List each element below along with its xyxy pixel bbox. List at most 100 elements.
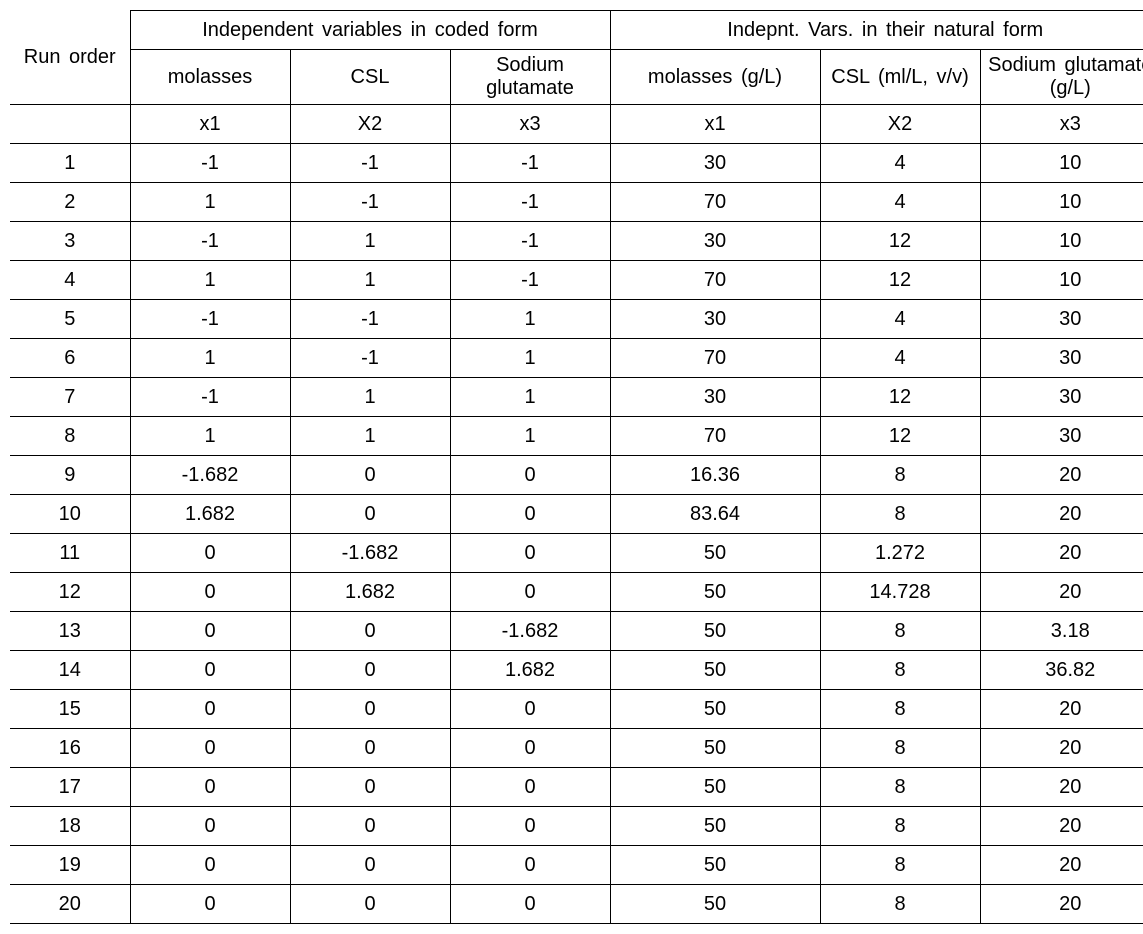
cell-n3: 20	[980, 885, 1143, 924]
cell-n2: 8	[820, 885, 980, 924]
cell-n2: 4	[820, 183, 980, 222]
cell-n1: 70	[610, 417, 820, 456]
table-row: 2000050820	[10, 885, 1143, 924]
cell-n1: 50	[610, 651, 820, 690]
header-natural-sodium: Sodium glutamate (g/L)	[980, 50, 1143, 105]
cell-run: 8	[10, 417, 130, 456]
header-natural-group: Indepnt. Vars. in their natural form	[610, 11, 1143, 50]
cell-run: 7	[10, 378, 130, 417]
cell-c3: 0	[450, 573, 610, 612]
table-row: 3-11-1301210	[10, 222, 1143, 261]
header-run-order: Run order	[10, 11, 130, 105]
cell-c2: 1.682	[290, 573, 450, 612]
table-row: 8111701230	[10, 417, 1143, 456]
cell-c2: 0	[290, 612, 450, 651]
table-row: 14001.68250836.82	[10, 651, 1143, 690]
cell-c3: -1	[450, 144, 610, 183]
cell-n3: 20	[980, 456, 1143, 495]
cell-run: 20	[10, 885, 130, 924]
cell-n3: 20	[980, 846, 1143, 885]
header-coded-sodium: Sodium glutamate	[450, 50, 610, 105]
cell-n2: 8	[820, 768, 980, 807]
cell-c3: 1	[450, 378, 610, 417]
table-row: 9-1.6820016.36820	[10, 456, 1143, 495]
cell-c3: 1	[450, 339, 610, 378]
cell-n1: 50	[610, 534, 820, 573]
cell-c3: 0	[450, 495, 610, 534]
cell-n2: 12	[820, 417, 980, 456]
cell-n2: 8	[820, 807, 980, 846]
table-row: 61-1170430	[10, 339, 1143, 378]
table-row: 21-1-170410	[10, 183, 1143, 222]
cell-c3: 1.682	[450, 651, 610, 690]
cell-c3: 1	[450, 300, 610, 339]
cell-c3: 0	[450, 729, 610, 768]
cell-c3: 0	[450, 534, 610, 573]
cell-n1: 50	[610, 573, 820, 612]
header-symbol-x3a: x3	[450, 105, 610, 144]
cell-run: 1	[10, 144, 130, 183]
cell-n3: 30	[980, 417, 1143, 456]
cell-n3: 36.82	[980, 651, 1143, 690]
cell-run: 17	[10, 768, 130, 807]
table-row: 1600050820	[10, 729, 1143, 768]
cell-n3: 30	[980, 339, 1143, 378]
cell-n1: 70	[610, 339, 820, 378]
cell-n2: 8	[820, 651, 980, 690]
cell-c2: 0	[290, 807, 450, 846]
cell-c1: -1	[130, 222, 290, 261]
cell-n3: 10	[980, 261, 1143, 300]
cell-n3: 20	[980, 573, 1143, 612]
header-symbol-x2a: X2	[290, 105, 450, 144]
cell-n2: 8	[820, 456, 980, 495]
cell-c1: 0	[130, 768, 290, 807]
cell-n2: 12	[820, 261, 980, 300]
cell-c2: 0	[290, 768, 450, 807]
cell-n3: 10	[980, 144, 1143, 183]
cell-n1: 50	[610, 612, 820, 651]
cell-c3: 0	[450, 846, 610, 885]
cell-c2: 0	[290, 729, 450, 768]
table-row: 101.6820083.64820	[10, 495, 1143, 534]
table-row: 110-1.6820501.27220	[10, 534, 1143, 573]
table-body: 1-1-1-13041021-1-1704103-11-1301210411-1…	[10, 144, 1143, 924]
cell-c2: -1	[290, 183, 450, 222]
cell-n1: 30	[610, 144, 820, 183]
cell-c2: 1	[290, 378, 450, 417]
cell-c1: -1	[130, 378, 290, 417]
cell-run: 18	[10, 807, 130, 846]
cell-n2: 8	[820, 690, 980, 729]
cell-n1: 50	[610, 768, 820, 807]
cell-c2: -1	[290, 144, 450, 183]
cell-c2: 0	[290, 456, 450, 495]
header-coded-group: Independent variables in coded form	[130, 11, 610, 50]
cell-c2: -1	[290, 339, 450, 378]
cell-c3: -1	[450, 261, 610, 300]
cell-run: 13	[10, 612, 130, 651]
cell-n2: 12	[820, 222, 980, 261]
table-row: 1800050820	[10, 807, 1143, 846]
table-row: 5-1-1130430	[10, 300, 1143, 339]
cell-c1: 1.682	[130, 495, 290, 534]
cell-n2: 4	[820, 300, 980, 339]
cell-n2: 1.272	[820, 534, 980, 573]
table-row: 1700050820	[10, 768, 1143, 807]
cell-n1: 83.64	[610, 495, 820, 534]
cell-n3: 20	[980, 690, 1143, 729]
cell-c3: -1	[450, 222, 610, 261]
header-symbol-x1a: x1	[130, 105, 290, 144]
cell-c2: 0	[290, 885, 450, 924]
cell-run: 9	[10, 456, 130, 495]
header-natural-molasses: molasses (g/L)	[610, 50, 820, 105]
cell-c1: 0	[130, 573, 290, 612]
cell-n3: 30	[980, 300, 1143, 339]
cell-n3: 30	[980, 378, 1143, 417]
cell-run: 11	[10, 534, 130, 573]
cell-run: 16	[10, 729, 130, 768]
cell-c3: 0	[450, 885, 610, 924]
header-coded-csl: CSL	[290, 50, 450, 105]
cell-n1: 50	[610, 690, 820, 729]
header-natural-csl: CSL (ml/L, v/v)	[820, 50, 980, 105]
cell-c1: 1	[130, 417, 290, 456]
cell-n3: 20	[980, 495, 1143, 534]
